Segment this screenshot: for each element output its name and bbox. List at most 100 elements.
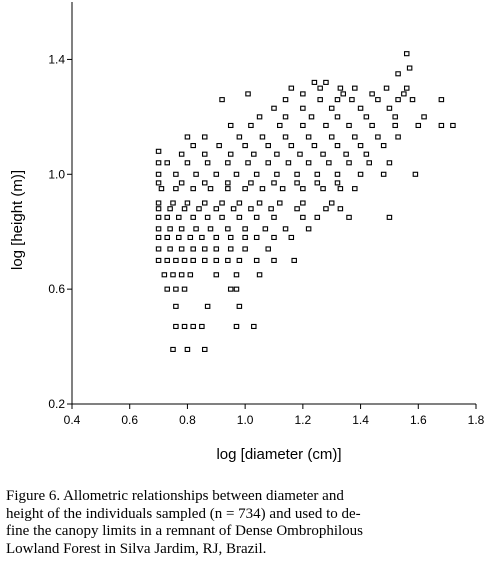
data-point <box>178 151 185 157</box>
data-point <box>308 114 315 120</box>
data-point <box>167 246 173 252</box>
data-point <box>170 272 176 278</box>
data-point <box>245 91 251 97</box>
data-point <box>256 200 263 206</box>
data-point <box>265 143 271 149</box>
x-axis-label: log [diameter (cm)] <box>216 446 341 463</box>
data-point <box>184 346 191 352</box>
data-point <box>323 122 329 129</box>
data-point <box>155 246 162 252</box>
data-point <box>213 246 220 252</box>
data-point <box>320 151 326 157</box>
data-point <box>251 151 257 157</box>
y-tick-label: 1.4 <box>48 52 65 66</box>
data-point <box>268 206 274 212</box>
data-point <box>274 151 280 157</box>
data-point <box>392 122 398 129</box>
data-point <box>204 214 211 220</box>
data-point <box>236 257 243 263</box>
data-point <box>323 206 329 212</box>
data-point <box>271 180 277 186</box>
data-point <box>357 105 364 111</box>
data-point <box>300 200 306 206</box>
data-point <box>288 85 295 91</box>
data-point <box>438 97 445 103</box>
data-point <box>201 346 208 352</box>
data-point <box>219 97 225 103</box>
data-point <box>314 214 321 220</box>
data-point <box>190 246 196 252</box>
data-point <box>213 272 220 278</box>
data-point <box>357 143 364 149</box>
data-point <box>415 122 422 129</box>
data-point <box>277 122 283 129</box>
data-point <box>346 214 352 220</box>
data-point <box>352 85 358 91</box>
data-point <box>328 134 335 140</box>
data-point <box>297 151 303 157</box>
data-point <box>305 134 312 140</box>
data-point <box>248 180 254 186</box>
data-point <box>291 257 297 263</box>
data-point <box>311 143 318 149</box>
data-point <box>346 122 352 129</box>
data-point <box>233 272 240 278</box>
data-point <box>227 234 234 241</box>
data-point <box>178 226 185 232</box>
data-point <box>181 206 188 212</box>
data-point <box>380 171 387 177</box>
data-point <box>334 171 341 177</box>
data-point <box>236 214 243 220</box>
data-point <box>155 148 162 154</box>
data-point <box>337 186 344 192</box>
data-point <box>155 160 162 166</box>
data-point <box>233 323 240 330</box>
data-point <box>164 286 170 292</box>
x-tick-label: 1.4 <box>352 413 369 427</box>
data-point <box>386 105 393 111</box>
data-point <box>227 122 234 129</box>
data-point <box>395 71 401 77</box>
data-point <box>412 171 419 177</box>
data-point <box>346 160 352 166</box>
data-point <box>176 234 182 241</box>
data-point <box>236 200 243 206</box>
x-tick-label: 0.8 <box>179 413 196 427</box>
data-point <box>311 79 318 85</box>
data-point <box>201 134 208 140</box>
data-point <box>305 160 312 166</box>
data-point <box>173 303 179 309</box>
data-point <box>155 206 162 212</box>
data-point <box>274 171 280 177</box>
x-tick-label: 0.4 <box>64 413 81 427</box>
data-point <box>409 97 416 103</box>
data-point <box>167 226 173 232</box>
data-point <box>288 143 295 149</box>
data-point <box>300 91 306 97</box>
data-point <box>213 234 220 241</box>
data-point <box>236 134 243 140</box>
data-point <box>173 186 179 192</box>
data-point <box>219 200 225 206</box>
data-point <box>225 257 231 263</box>
data-point <box>173 323 179 330</box>
data-point <box>233 171 240 177</box>
data-point <box>155 257 162 263</box>
data-point <box>233 286 240 292</box>
data-point <box>271 105 277 111</box>
data-point <box>326 160 332 166</box>
data-point <box>190 186 196 192</box>
data-point <box>282 114 289 120</box>
data-point <box>317 85 323 91</box>
data-point <box>403 51 410 57</box>
data-point <box>176 214 182 220</box>
data-point <box>155 180 162 186</box>
data-point <box>253 214 260 220</box>
data-point <box>352 186 358 192</box>
data-point <box>337 206 344 212</box>
figure-caption: Figure 6. Allometric relationships betwe… <box>6 488 486 558</box>
data-point <box>320 186 326 192</box>
y-axis-ticks: 0.2 0.6 1.0 1.4 <box>48 52 72 411</box>
data-point <box>225 226 231 232</box>
data-point <box>375 97 381 103</box>
